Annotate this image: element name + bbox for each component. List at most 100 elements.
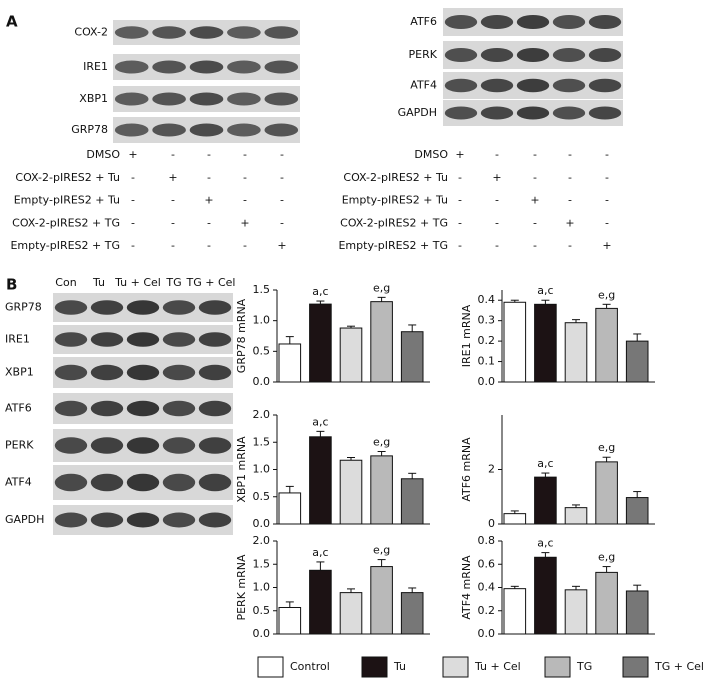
blot-label: XBP1 (79, 92, 108, 105)
y-tick-label: 0.3 (478, 314, 496, 327)
band (480, 106, 514, 120)
sign: - (243, 148, 247, 161)
band (198, 473, 232, 492)
y-tick-label: 0.0 (253, 375, 271, 388)
band (552, 15, 586, 29)
sign: - (280, 216, 284, 229)
y-tick-label: 1.5 (253, 283, 271, 296)
legend-label: Tu + Cel (474, 660, 521, 673)
treatment-label: Empty-pIRES2 + TG (338, 239, 448, 252)
band (444, 106, 478, 120)
band (189, 123, 224, 137)
annotation: a,c (312, 546, 328, 559)
treatment-label: Empty-pIRES2 + Tu (14, 194, 120, 207)
bar (309, 436, 332, 525)
band (152, 123, 186, 137)
sign: + (277, 239, 286, 252)
sign: - (131, 239, 135, 252)
annotation: e,g (373, 281, 390, 294)
band (264, 92, 299, 106)
band (152, 60, 186, 74)
band (588, 106, 622, 120)
annotation: a,c (312, 285, 328, 298)
bar (370, 566, 393, 635)
blot-label: PERK (5, 439, 34, 452)
band (54, 300, 88, 315)
sign: + (128, 148, 137, 161)
band (552, 106, 586, 120)
sign: - (605, 194, 609, 207)
bar (339, 459, 363, 525)
legend-swatch (257, 656, 284, 678)
sign: + (565, 216, 574, 229)
bar (370, 455, 393, 525)
blot-label: ATF4 (5, 476, 32, 489)
treatment-label: COX-2-pIRES2 + TG (12, 216, 120, 229)
band (126, 364, 160, 381)
sign: + (204, 194, 213, 207)
legend-label: TG (576, 660, 592, 673)
band (198, 364, 232, 381)
band (152, 92, 186, 106)
band (162, 437, 196, 454)
legend-label: TG + Cel (654, 660, 704, 673)
y-tick-label: 0.5 (253, 344, 271, 357)
band (162, 473, 196, 492)
y-tick-label: 0.5 (253, 490, 271, 503)
band (444, 48, 478, 62)
band (54, 332, 88, 347)
y-axis-label: PERK mRNA (235, 554, 248, 621)
sign: - (243, 239, 247, 252)
blot-label: COX-2 (74, 26, 108, 39)
treatment-label: COX-2-pIRES2 + TG (340, 216, 448, 229)
sign: + (240, 216, 249, 229)
band (90, 364, 124, 381)
y-tick-label: 1.5 (253, 435, 271, 448)
sign: - (243, 171, 247, 184)
lane-label: Tu (92, 276, 105, 289)
band (54, 512, 88, 528)
legend-swatch (544, 656, 571, 678)
y-tick-label: 0.4 (478, 293, 496, 306)
sign: - (495, 239, 499, 252)
band (588, 78, 622, 93)
band (54, 437, 88, 454)
lane-label: Con (55, 276, 76, 289)
band (126, 473, 160, 492)
treatment-label: Empty-pIRES2 + Tu (342, 194, 448, 207)
sign: - (533, 171, 537, 184)
band (162, 300, 196, 315)
bar (625, 590, 649, 635)
blot-label: GRP78 (71, 123, 108, 136)
y-tick-label: 0.0 (253, 627, 271, 640)
bar (503, 588, 527, 635)
sign: - (458, 171, 462, 184)
treatment-label: Empty-pIRES2 + TG (10, 239, 120, 252)
annotation: e,g (598, 288, 615, 301)
band (162, 364, 196, 381)
y-tick-label: 0.1 (478, 355, 496, 368)
sign: - (605, 148, 609, 161)
annotation: a,c (537, 284, 553, 297)
annotation: e,g (598, 441, 615, 454)
blot-label: GAPDH (5, 513, 44, 526)
annotation: a,c (537, 537, 553, 550)
band (444, 15, 478, 29)
y-tick-label: 0.6 (478, 557, 496, 570)
bar (564, 589, 588, 635)
sign: - (568, 148, 572, 161)
band (162, 512, 196, 528)
sign: - (458, 239, 462, 252)
sign: - (131, 194, 135, 207)
band (162, 400, 196, 417)
band (552, 48, 586, 62)
band (480, 78, 514, 93)
band (90, 400, 124, 417)
sign: + (168, 171, 177, 184)
y-tick-label: 0.5 (253, 604, 271, 617)
bar (309, 303, 332, 383)
band (227, 123, 261, 137)
bar (534, 476, 557, 525)
band (552, 78, 586, 93)
band (114, 60, 149, 74)
